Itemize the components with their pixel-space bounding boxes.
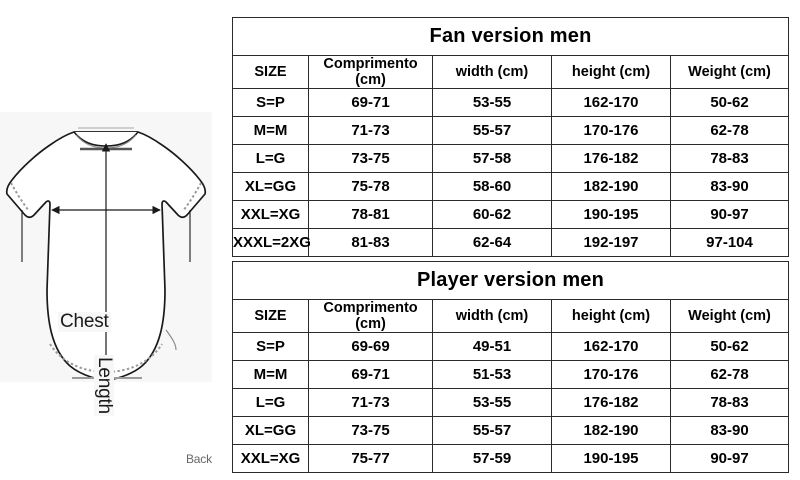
cell-weight: 90-97 [669,200,790,229]
cell-size: XXL=XG [232,200,309,229]
table-row: XL=GG 75-78 58-60 182-190 83-90 [232,172,790,201]
cell-height: 182-190 [551,172,671,201]
cell-size: M=M [232,116,309,145]
cell-weight: 78-83 [669,388,790,417]
cell-comprimento: 75-77 [308,444,433,473]
column-header-size: SIZE [232,55,309,89]
cell-size: S=P [232,88,309,117]
cell-comprimento: 81-83 [308,228,433,257]
cell-weight: 50-62 [669,332,790,361]
cell-weight: 78-83 [669,144,790,173]
player-version-size-table: Player version men SIZE Comprimento (cm)… [231,261,790,473]
cell-height: 170-176 [551,360,671,389]
fan-table-body: S=P 69-71 53-55 162-170 50-62 M=M 71-73 … [232,88,790,257]
fan-table-title: Fan version men [231,17,790,56]
fan-version-size-table: Fan version men SIZE Comprimento (cm) wi… [231,17,790,257]
back-leader-line [165,329,177,351]
table-title-row: Fan version men [231,17,790,56]
cell-size: S=P [232,332,309,361]
table-header-row: SIZE Comprimento (cm) width (cm) height … [232,299,790,333]
cell-comprimento: 69-71 [308,88,433,117]
cell-comprimento: 69-69 [308,332,433,361]
chest-measurement-label: Chest [58,311,111,332]
cell-weight: 62-78 [669,116,790,145]
cell-height: 162-170 [551,332,671,361]
column-header-weight: Weight (cm) [669,299,790,333]
cell-size: XL=GG [232,172,309,201]
table-row: XXL=XG 75-77 57-59 190-195 90-97 [232,444,790,473]
cell-weight: 50-62 [669,88,790,117]
bottom-hem-stitch [49,343,163,374]
cell-width: 53-55 [432,88,552,117]
cell-width: 55-57 [432,116,552,145]
table-row: M=M 71-73 55-57 170-176 62-78 [232,116,790,145]
table-header-row: SIZE Comprimento (cm) width (cm) height … [232,55,790,89]
length-measurement-label: Length [94,355,115,416]
table-row: S=P 69-71 53-55 162-170 50-62 [232,88,790,117]
cell-size: L=G [232,388,309,417]
column-header-comprimento: Comprimento (cm) [308,299,433,333]
cell-comprimento: 73-75 [308,144,433,173]
table-row: XXXL=2XG 81-83 62-64 192-197 97-104 [232,228,790,257]
cell-weight: 97-104 [669,228,790,257]
cell-comprimento: 71-73 [308,116,433,145]
cell-height: 192-197 [551,228,671,257]
cell-weight: 83-90 [669,172,790,201]
cell-width: 51-53 [432,360,552,389]
cell-comprimento: 71-73 [308,388,433,417]
player-table-title: Player version men [231,261,790,300]
cell-width: 58-60 [432,172,552,201]
cell-width: 49-51 [432,332,552,361]
table-row: L=G 71-73 53-55 176-182 78-83 [232,388,790,417]
right-sleeve-stitch [182,182,202,212]
left-sleeve-stitch [10,182,30,212]
cell-size: XXL=XG [232,444,309,473]
cell-height: 182-190 [551,416,671,445]
cell-width: 57-58 [432,144,552,173]
table-row: XXL=XG 78-81 60-62 190-195 90-97 [232,200,790,229]
table-row: S=P 69-69 49-51 162-170 50-62 [232,332,790,361]
cell-size: XXXL=2XG [232,228,311,257]
table-row: M=M 69-71 51-53 170-176 62-78 [232,360,790,389]
player-table-body: S=P 69-69 49-51 162-170 50-62 M=M 69-71 … [232,332,790,473]
cell-weight: 83-90 [669,416,790,445]
column-header-width: width (cm) [432,299,552,333]
cell-width: 60-62 [432,200,552,229]
table-row: XL=GG 73-75 55-57 182-190 83-90 [232,416,790,445]
cell-weight: 90-97 [669,444,790,473]
cell-comprimento: 73-75 [308,416,433,445]
cell-width: 57-59 [432,444,552,473]
cell-height: 190-195 [551,444,671,473]
cell-height: 162-170 [551,88,671,117]
cell-width: 55-57 [432,416,552,445]
column-header-size: SIZE [232,299,309,333]
cell-height: 176-182 [551,388,671,417]
cell-size: XL=GG [232,416,309,445]
t-shirt-diagram-panel: Chest Length Back [0,112,212,466]
cell-width: 62-64 [432,228,552,257]
cell-height: 190-195 [551,200,671,229]
cell-width: 53-55 [432,388,552,417]
cell-comprimento: 75-78 [308,172,433,201]
cell-comprimento: 78-81 [308,200,433,229]
back-view-label: Back [186,452,212,466]
cell-height: 176-182 [551,144,671,173]
cell-size: M=M [232,360,309,389]
column-header-height: height (cm) [551,299,671,333]
table-title-row: Player version men [231,261,790,300]
t-shirt-illustration [5,127,207,381]
table-row: L=G 73-75 57-58 176-182 78-83 [232,144,790,173]
cell-comprimento: 69-71 [308,360,433,389]
column-header-width: width (cm) [432,55,552,89]
cell-height: 170-176 [551,116,671,145]
column-header-height: height (cm) [551,55,671,89]
column-header-weight: Weight (cm) [669,55,790,89]
column-header-comprimento: Comprimento (cm) [308,55,433,89]
cell-weight: 62-78 [669,360,790,389]
cell-size: L=G [232,144,309,173]
